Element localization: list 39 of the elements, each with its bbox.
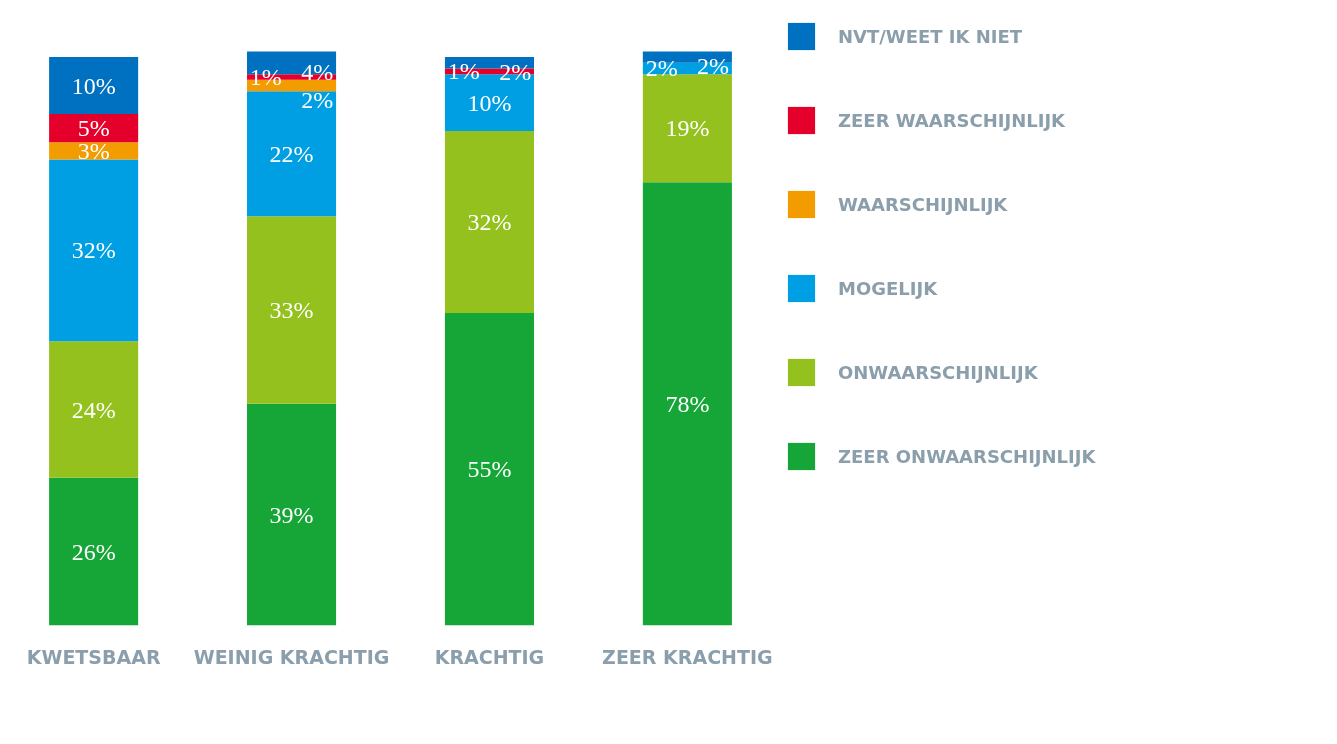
- data-label: 2%: [499, 58, 532, 85]
- bar: [247, 91, 337, 217]
- data-label: 24%: [71, 396, 116, 423]
- legend-label: ZEER WAARSCHIJNLIJK: [838, 109, 1066, 131]
- legend-label: ZEER ONWAARSCHIJNLIJK: [838, 445, 1096, 467]
- legend-label: MOGELIJK: [838, 277, 938, 299]
- data-label: 2%: [301, 86, 334, 113]
- x-tick-label: KWETSBAAR: [26, 645, 161, 668]
- data-label: 33%: [269, 297, 314, 324]
- legend-label: ONWAARSCHIJNLIJK: [838, 361, 1038, 383]
- data-label: 1%: [447, 58, 480, 85]
- bar: [49, 159, 139, 342]
- data-label: 32%: [467, 208, 512, 235]
- bar: [49, 341, 139, 478]
- bar: [49, 113, 139, 143]
- data-label: 22%: [269, 140, 314, 167]
- x-tick-label: WEINIG KRACHTIG: [193, 645, 390, 668]
- data-label: 2%: [697, 53, 730, 80]
- data-label: 78%: [665, 390, 710, 417]
- x-tick-label: ZEER KRACHTIG: [602, 645, 773, 668]
- bar: [49, 57, 139, 114]
- data-label: 32%: [71, 237, 116, 264]
- x-tick-label: KRACHTIG: [434, 645, 545, 668]
- bar: [642, 182, 732, 626]
- bar: [247, 216, 337, 404]
- bar: [444, 312, 534, 626]
- data-label: 19%: [665, 115, 710, 142]
- legend-label: WAARSCHIJNLIJK: [838, 193, 1008, 215]
- data-label: 10%: [71, 72, 116, 99]
- bar: [247, 403, 337, 626]
- data-label: 26%: [71, 538, 116, 565]
- data-label: 39%: [269, 501, 314, 528]
- bar: [444, 131, 534, 313]
- data-label: 10%: [467, 89, 512, 116]
- legend-label: NVT/WEET IK NIET: [838, 25, 1023, 47]
- bar: [49, 477, 139, 626]
- bar: [642, 74, 732, 183]
- data-label: 2%: [645, 55, 678, 82]
- data-label: 55%: [467, 456, 512, 483]
